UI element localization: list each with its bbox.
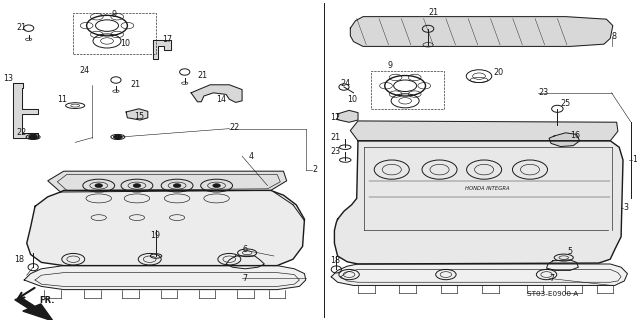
FancyArrow shape <box>15 297 53 320</box>
Text: 11: 11 <box>57 95 68 104</box>
Text: 25: 25 <box>561 100 571 108</box>
Text: 21: 21 <box>16 23 26 32</box>
Text: HONDA INTEGRA: HONDA INTEGRA <box>465 186 510 191</box>
Text: 21: 21 <box>428 8 438 17</box>
Text: 23: 23 <box>331 148 341 156</box>
Polygon shape <box>27 190 304 266</box>
Text: 21: 21 <box>331 133 341 142</box>
Text: 1: 1 <box>632 156 637 164</box>
Text: 20: 20 <box>494 68 504 77</box>
Text: 24: 24 <box>80 66 90 75</box>
Circle shape <box>29 135 38 139</box>
Text: 21: 21 <box>197 71 208 80</box>
Text: 6: 6 <box>242 245 247 254</box>
Bar <box>73 13 156 54</box>
Text: 7: 7 <box>242 274 247 283</box>
Text: 21: 21 <box>131 80 141 89</box>
Text: 19: 19 <box>150 231 160 240</box>
Polygon shape <box>153 40 171 59</box>
Polygon shape <box>126 109 148 120</box>
Text: 18: 18 <box>331 256 341 265</box>
Polygon shape <box>549 133 580 147</box>
Text: 4: 4 <box>248 152 254 161</box>
Polygon shape <box>331 264 627 285</box>
Text: 9: 9 <box>388 61 393 70</box>
Polygon shape <box>24 266 306 290</box>
Text: 17: 17 <box>162 36 173 44</box>
Text: FR.: FR. <box>39 296 55 305</box>
Polygon shape <box>334 141 623 264</box>
Text: 14: 14 <box>217 95 227 104</box>
Text: 10: 10 <box>347 95 357 104</box>
Polygon shape <box>350 121 618 141</box>
Text: 13: 13 <box>3 74 13 83</box>
Text: 8: 8 <box>612 32 617 41</box>
Circle shape <box>133 184 141 188</box>
Text: 5: 5 <box>567 247 572 256</box>
Text: 24: 24 <box>340 79 350 88</box>
Text: 12: 12 <box>331 113 341 122</box>
Circle shape <box>173 184 181 188</box>
Polygon shape <box>338 110 358 122</box>
Text: 23: 23 <box>538 88 548 97</box>
Circle shape <box>213 184 220 188</box>
Text: ST03-E0900 A: ST03-E0900 A <box>527 292 578 297</box>
Text: 10: 10 <box>120 39 130 48</box>
Text: 22: 22 <box>16 128 26 137</box>
Text: 16: 16 <box>570 132 580 140</box>
Polygon shape <box>13 83 38 138</box>
Circle shape <box>95 184 103 188</box>
Text: 7: 7 <box>549 274 554 283</box>
Bar <box>371 71 444 109</box>
Text: 3: 3 <box>623 204 628 212</box>
Text: 18: 18 <box>14 255 24 264</box>
Polygon shape <box>48 171 287 192</box>
Text: 22: 22 <box>229 124 240 132</box>
Text: 2: 2 <box>312 165 317 174</box>
Circle shape <box>113 135 122 139</box>
Polygon shape <box>191 85 242 102</box>
Text: 15: 15 <box>134 112 144 121</box>
Text: 9: 9 <box>111 10 117 19</box>
Polygon shape <box>350 17 613 46</box>
